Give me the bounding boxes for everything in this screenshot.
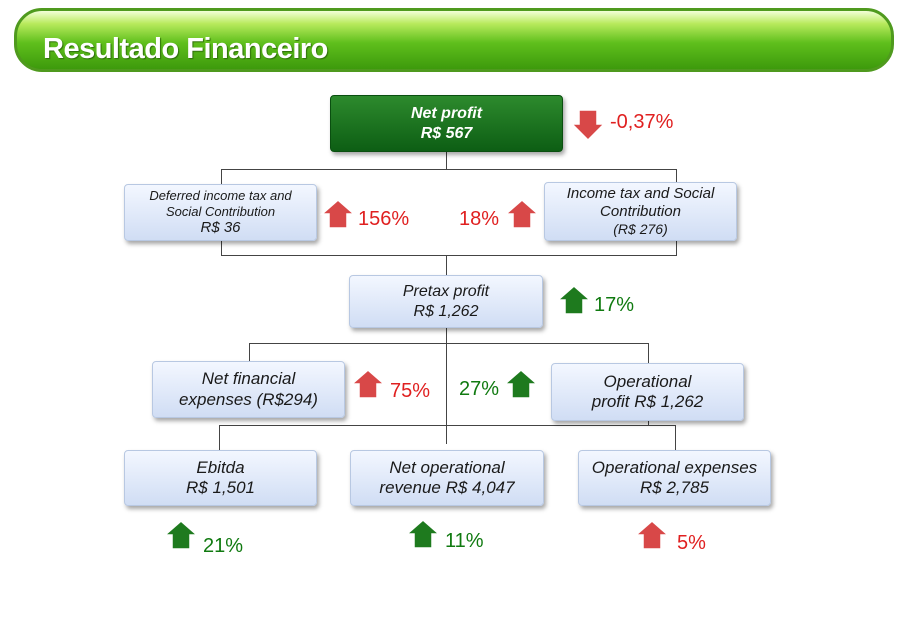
connector-mid-vertical: [446, 255, 447, 275]
connector-bottom-horizontal: [219, 425, 676, 426]
net-financial-box: Net financial expenses (R$294): [152, 361, 345, 418]
connector-top-horizontal: [221, 169, 677, 170]
income-tax-value: (R$ 276): [613, 221, 668, 238]
connector-bottom-right-drop: [675, 425, 676, 450]
operational-profit-change: 27%: [459, 378, 500, 400]
op-expenses-change: 5%: [677, 532, 706, 554]
connector-financial-left-drop: [249, 343, 250, 361]
connector-mid-right-rise: [676, 241, 677, 255]
arrow-up-icon: [504, 199, 540, 229]
income-tax-box: Income tax and Social Contribution (R$ 2…: [544, 182, 737, 241]
connector-top-right-drop: [676, 169, 677, 184]
net-profit-value: R$ 567: [420, 124, 473, 142]
net-revenue-value: revenue R$ 4,047: [379, 478, 515, 497]
net-financial-change: 75%: [390, 380, 431, 402]
connector-pretax-vertical: [446, 328, 447, 444]
arrow-up-icon: [405, 519, 441, 549]
connector-top-left-drop: [221, 169, 222, 184]
net-profit-label: Net profit: [410, 105, 483, 123]
arrow-up-icon: [163, 520, 199, 550]
income-tax-label-1: Income tax and Social: [566, 185, 715, 203]
net-profit-change: -0,37%: [610, 111, 674, 133]
deferred-tax-label-2: Social Contribution: [165, 203, 276, 219]
ebitda-value: R$ 1,501: [186, 478, 255, 497]
op-expenses-label: Operational expenses: [591, 457, 758, 477]
ebitda-box: Ebitda R$ 1,501: [124, 450, 317, 506]
income-tax-change: 18%: [459, 208, 500, 230]
net-revenue-label: Net operational: [389, 457, 505, 477]
page-title: Resultado Financeiro: [43, 33, 328, 65]
connector-financial-horizontal: [249, 343, 649, 344]
net-revenue-change: 11%: [445, 530, 484, 552]
connector-mid-left-rise: [221, 241, 222, 255]
operational-profit-value: profit R$ 1,262: [591, 392, 704, 411]
deferred-tax-box: Deferred income tax and Social Contribut…: [124, 184, 317, 241]
net-financial-value: expenses (R$294): [179, 389, 318, 409]
arrow-up-icon: [634, 520, 670, 550]
connector-op-vertical: [648, 421, 649, 426]
pretax-profit-box: Pretax profit R$ 1,262: [349, 275, 543, 328]
op-expenses-box: Operational expenses R$ 2,785: [578, 450, 771, 506]
net-profit-box: Net profit R$ 567: [330, 95, 563, 152]
ebitda-change: 21%: [203, 535, 244, 557]
title-banner: Resultado Financeiro: [14, 8, 894, 72]
deferred-tax-value: R$ 36: [200, 219, 241, 237]
op-expenses-value: R$ 2,785: [640, 478, 709, 497]
ebitda-label: Ebitda: [196, 457, 245, 477]
arrow-up-icon: [503, 369, 539, 399]
connector-mid-horizontal: [221, 255, 677, 256]
pretax-profit-change: 17%: [594, 294, 635, 316]
net-financial-label: Net financial: [201, 369, 296, 389]
arrow-up-icon: [320, 199, 356, 229]
net-revenue-box: Net operational revenue R$ 4,047: [350, 450, 544, 506]
operational-profit-label: Operational: [603, 371, 692, 391]
income-tax-label-2: Contribution: [600, 203, 681, 221]
connector-bottom-left-drop: [219, 425, 220, 450]
deferred-tax-change: 156%: [358, 208, 410, 230]
arrow-up-icon: [350, 369, 386, 399]
pretax-profit-value: R$ 1,262: [413, 302, 479, 320]
connector-financial-right-drop: [648, 343, 649, 363]
connector-top-vertical: [446, 152, 447, 169]
arrow-up-icon: [556, 285, 592, 315]
pretax-profit-label: Pretax profit: [402, 283, 490, 301]
arrow-down-icon: [570, 109, 606, 142]
deferred-tax-label-1: Deferred income tax and: [149, 187, 292, 203]
operational-profit-box: Operational profit R$ 1,262: [551, 363, 744, 421]
